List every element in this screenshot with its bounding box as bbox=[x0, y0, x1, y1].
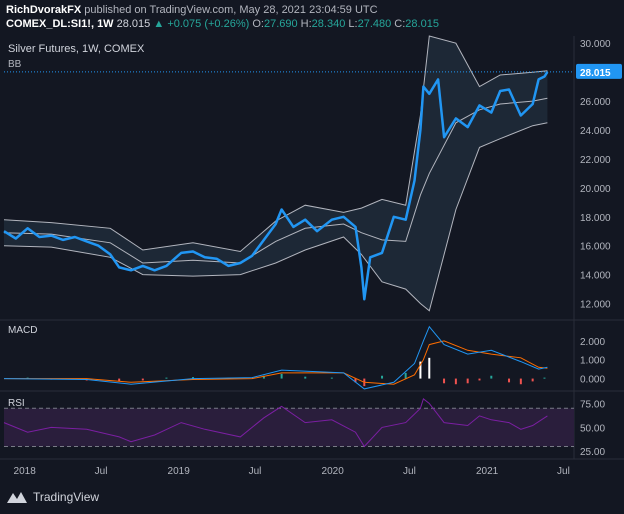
bollinger-upper-band[interactable] bbox=[3, 35, 548, 253]
price-tick-label: 12.000 bbox=[580, 300, 611, 311]
time-axis-label: Jul bbox=[403, 466, 416, 477]
chart-header: RichDvorakFX published on TradingView.co… bbox=[0, 0, 624, 34]
price-tick-label: 14.000 bbox=[580, 271, 611, 282]
price-series-line[interactable] bbox=[3, 71, 549, 301]
macd-line[interactable] bbox=[3, 325, 548, 390]
macd-histogram-bar bbox=[490, 375, 493, 379]
price-tick-label: 26.000 bbox=[580, 97, 611, 108]
macd-histogram-bar bbox=[354, 378, 357, 383]
change-arrow-icon: ▲ bbox=[153, 18, 165, 30]
macd-histogram-bar bbox=[454, 378, 457, 385]
low-value: 27.480 bbox=[357, 18, 392, 30]
price-tick-label: 20.000 bbox=[580, 184, 611, 195]
bollinger-band-fill bbox=[4, 36, 548, 311]
macd-histogram-bar bbox=[531, 378, 534, 382]
bollinger-basis[interactable] bbox=[3, 97, 548, 264]
macd-histogram-bar bbox=[478, 378, 481, 381]
macd-histogram-bar bbox=[443, 378, 446, 384]
time-axis-label: 2020 bbox=[322, 466, 345, 477]
close-label: C: bbox=[394, 18, 406, 30]
macd-histogram-bar bbox=[118, 378, 121, 382]
macd-histogram-bar bbox=[543, 377, 546, 379]
macd-histogram-bar bbox=[192, 377, 195, 379]
last-price-tag-label: 28.015 bbox=[580, 68, 611, 79]
low-label: L: bbox=[348, 18, 358, 30]
open-label: O: bbox=[252, 18, 264, 30]
macd-signal-line[interactable] bbox=[4, 340, 548, 385]
brand-name: TradingView bbox=[33, 490, 100, 504]
tradingview-logo-icon bbox=[7, 492, 27, 503]
price-change: +0.075 (+0.26%) bbox=[167, 18, 250, 30]
time-axis-label: 2021 bbox=[476, 466, 499, 477]
high-value: 28.340 bbox=[311, 18, 346, 30]
bb-indicator-label: BB bbox=[8, 59, 22, 70]
high-label: H: bbox=[300, 18, 312, 30]
macd-histogram-bar bbox=[508, 378, 511, 383]
macd-histogram-bar bbox=[466, 378, 469, 384]
time-axis-label: 2018 bbox=[14, 466, 37, 477]
macd-histogram-bar bbox=[280, 373, 283, 379]
price-tick-label: 22.000 bbox=[580, 155, 611, 166]
macd-histogram-bar bbox=[419, 361, 422, 379]
rsi-tick-label: 50.00 bbox=[580, 423, 605, 434]
symbol-label[interactable]: COMEX_DL:SI1!, 1W bbox=[6, 18, 114, 30]
last-price-tag bbox=[576, 63, 622, 79]
main-chart-title: Silver Futures, 1W, COMEX bbox=[8, 43, 145, 55]
open-value: 27.690 bbox=[263, 18, 298, 30]
macd-tick-label: 1.000 bbox=[580, 356, 605, 367]
time-axis-label: 2019 bbox=[168, 466, 191, 477]
macd-histogram-bar bbox=[141, 378, 144, 381]
macd-histogram-bar bbox=[304, 376, 307, 379]
ohlc-legend: COMEX_DL:SI1!, 1W 28.015 ▲ +0.075 (+0.26… bbox=[6, 18, 439, 30]
author-name[interactable]: RichDvorakFX bbox=[6, 4, 82, 16]
publish-info: RichDvorakFX published on TradingView.co… bbox=[6, 4, 378, 16]
time-axis-label: Jul bbox=[249, 466, 262, 477]
rsi-title: RSI bbox=[8, 398, 25, 409]
macd-title: MACD bbox=[8, 325, 37, 336]
close-value: 28.015 bbox=[405, 18, 439, 30]
time-axis-label: Jul bbox=[95, 466, 108, 477]
rsi-tick-label: 75.00 bbox=[580, 400, 605, 411]
macd-histogram-bar bbox=[165, 377, 168, 379]
macd-tick-label: 2.000 bbox=[580, 337, 605, 348]
macd-histogram-bar bbox=[330, 377, 333, 379]
rsi-band-fill bbox=[4, 408, 574, 447]
rsi-line[interactable] bbox=[3, 397, 548, 448]
macd-histogram-bar bbox=[428, 357, 431, 379]
macd-histogram-bar bbox=[404, 372, 407, 379]
price-tick-label: 16.000 bbox=[580, 242, 611, 253]
macd-histogram-bar bbox=[262, 375, 265, 379]
macd-tick-label: 0.000 bbox=[580, 375, 605, 386]
macd-histogram-bar bbox=[381, 375, 384, 379]
time-axis-label: Jul bbox=[557, 466, 570, 477]
last-price: 28.015 bbox=[116, 18, 151, 30]
tradingview-brand[interactable]: TradingView bbox=[6, 490, 99, 504]
rsi-tick-label: 25.00 bbox=[580, 447, 605, 458]
price-tick-label: 30.000 bbox=[580, 39, 611, 50]
bollinger-lower-band[interactable] bbox=[3, 122, 548, 312]
macd-histogram-bar bbox=[519, 378, 522, 385]
price-tick-label: 24.000 bbox=[580, 126, 611, 137]
published-text: published on TradingView.com, May 28, 20… bbox=[84, 4, 378, 16]
price-tick-label: 18.000 bbox=[580, 213, 611, 224]
